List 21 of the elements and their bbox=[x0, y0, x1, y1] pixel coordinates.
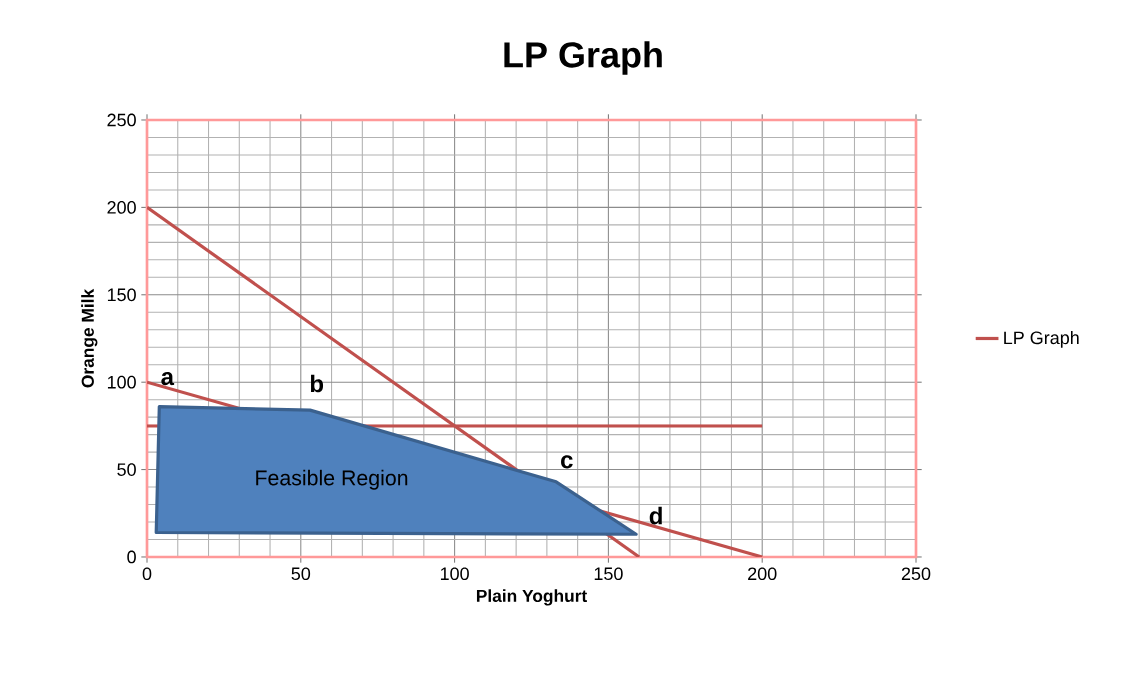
annotation: Feasible Region bbox=[256, 469, 408, 490]
annotation: d bbox=[649, 506, 662, 525]
annotation: a bbox=[161, 372, 175, 386]
x-tick-label: 250 bbox=[901, 567, 931, 581]
annotation: c bbox=[561, 455, 573, 469]
chart-title: LP Graph bbox=[504, 41, 662, 75]
x-axis-title: Plain Yoghurt bbox=[476, 589, 587, 606]
x-tick-label: 200 bbox=[748, 567, 777, 581]
y-tick-label: 150 bbox=[107, 288, 136, 302]
legend-label: LP Graph bbox=[1004, 330, 1079, 348]
annotation: b bbox=[310, 374, 324, 393]
y-tick-label: 250 bbox=[107, 113, 136, 127]
x-tick-label: 0 bbox=[142, 567, 152, 581]
y-axis-title: Orange Milk bbox=[81, 288, 98, 388]
y-tick-label: 100 bbox=[107, 375, 136, 389]
y-tick-label: 200 bbox=[107, 201, 136, 214]
y-tick-label: 0 bbox=[127, 550, 136, 564]
x-tick-label: 150 bbox=[594, 567, 623, 581]
x-tick-label: 50 bbox=[291, 567, 311, 581]
x-tick-label: 100 bbox=[440, 567, 469, 581]
y-tick-label: 50 bbox=[117, 463, 136, 476]
